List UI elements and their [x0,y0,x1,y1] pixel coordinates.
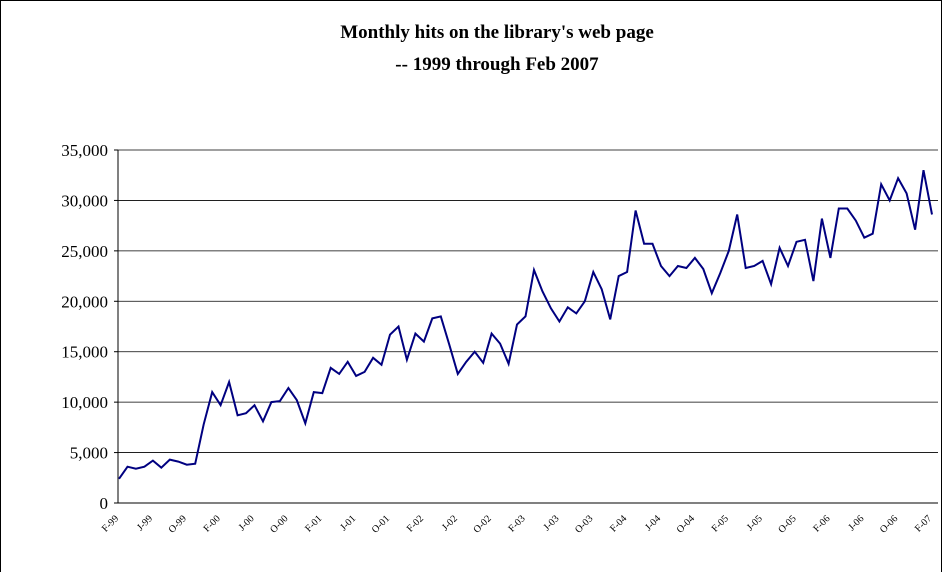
data-line [118,170,933,480]
y-tick-label: 25,000 [61,242,108,261]
y-tick-label: 30,000 [61,191,108,210]
y-tick-label: 35,000 [61,141,108,160]
y-tick-label: 10,000 [61,393,108,412]
chart-title: Monthly hits on the library's web page [340,22,654,43]
y-tick-label: 5,000 [70,444,108,463]
y-tick-label: 20,000 [61,292,108,311]
y-tick-label: 0 [100,494,109,513]
y-tick-label: 15,000 [61,343,108,362]
chart-subtitle: -- 1999 through Feb 2007 [395,54,599,75]
